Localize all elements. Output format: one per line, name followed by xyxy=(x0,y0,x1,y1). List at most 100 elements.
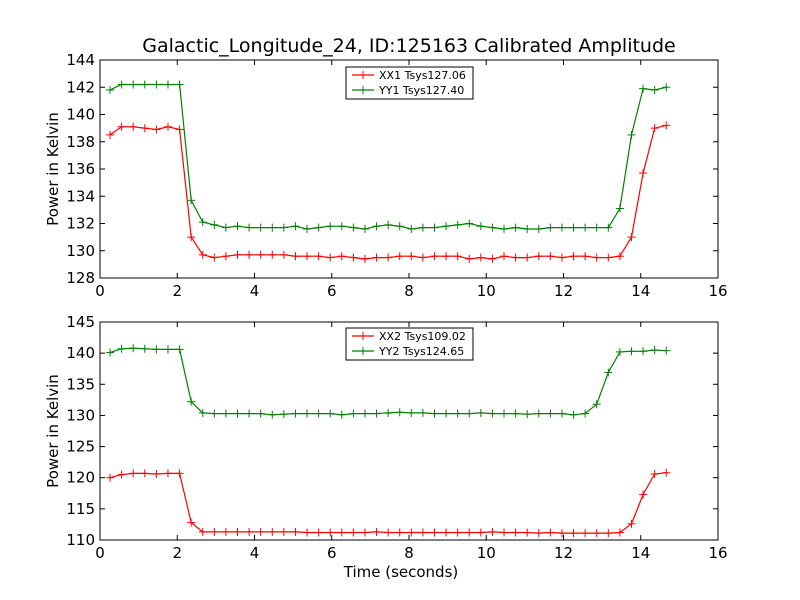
bottom-series-2-point xyxy=(430,409,439,418)
top-series-2-point xyxy=(175,80,184,89)
top-series-1-point xyxy=(198,250,207,259)
top-series-1-point xyxy=(221,252,230,261)
bottom-series-1-point xyxy=(465,528,474,537)
top-series-2-point xyxy=(511,223,520,232)
top-x-tick-label: 2 xyxy=(172,282,182,300)
bottom-series-1-point xyxy=(349,528,358,537)
top-series-2-point xyxy=(117,80,126,89)
bottom-series-1-point xyxy=(581,529,590,538)
top-series-2-point xyxy=(488,223,497,232)
bottom-y-tick-label: 145 xyxy=(66,313,95,331)
top-y-tick-label: 138 xyxy=(66,133,95,151)
bottom-series-1-point xyxy=(476,528,485,537)
bottom-series-2-point xyxy=(198,408,207,417)
bottom-series-1-point xyxy=(557,529,566,538)
top-series-1-point xyxy=(500,252,509,261)
top-series-2-point xyxy=(569,223,578,232)
bottom-x-tick-label: 10 xyxy=(477,544,496,562)
top-series-1-point xyxy=(546,252,555,261)
top-series-1-point xyxy=(476,253,485,262)
bottom-series-1-point xyxy=(337,528,346,537)
top-series-2-point xyxy=(279,223,288,232)
bottom-series-2-point xyxy=(395,408,404,417)
top-series-2-point xyxy=(210,220,219,229)
bottom-series-2-point xyxy=(453,409,462,418)
top-series-2-point xyxy=(349,223,358,232)
bottom-series-1-point xyxy=(569,529,578,538)
top-series-2-point xyxy=(604,223,613,232)
top-x-tick-label: 8 xyxy=(404,282,414,300)
bottom-series-1-point xyxy=(627,519,636,528)
bottom-series-2-point xyxy=(233,409,242,418)
bottom-x-tick-label: 12 xyxy=(554,544,573,562)
top-series-2-point xyxy=(129,80,138,89)
bottom-series-1-point xyxy=(650,469,659,478)
bottom-series-2-point xyxy=(511,409,520,418)
bottom-series-2-point xyxy=(604,368,613,377)
top-series-2-point xyxy=(337,222,346,231)
top-legend-label-2: YY1 Tsys127.40 xyxy=(378,84,464,97)
bottom-series-2-point xyxy=(210,409,219,418)
top-series-2-point xyxy=(233,222,242,231)
bottom-x-tick-label: 6 xyxy=(327,544,337,562)
top-series-1-point xyxy=(279,250,288,259)
top-series-2-point xyxy=(187,196,196,205)
top-series-2-point xyxy=(256,223,265,232)
top-series-2-point xyxy=(163,80,172,89)
top-series-2-point xyxy=(106,85,115,94)
top-series-1-point xyxy=(337,252,346,261)
top-series-1-point xyxy=(384,253,393,262)
top-series-2-point xyxy=(152,80,161,89)
bottom-legend: XX2 Tsys109.02 YY2 Tsys124.65 xyxy=(345,327,474,361)
bottom-series-2-point xyxy=(546,409,555,418)
bottom-series-1-point xyxy=(163,469,172,478)
bottom-series-2-point xyxy=(500,409,509,418)
bottom-x-axis-label: Time (seconds) xyxy=(343,563,459,581)
bottom-series-1-point xyxy=(546,528,555,537)
top-y-tick-label: 132 xyxy=(66,215,95,233)
top-series-1-point xyxy=(615,252,624,261)
top-series-2-point xyxy=(546,223,555,232)
top-series-1-point xyxy=(418,253,427,262)
top-series-2-point xyxy=(198,218,207,227)
top-y-tick-label: 134 xyxy=(66,187,95,205)
top-series-2-point xyxy=(384,220,393,229)
top-y-tick-label: 144 xyxy=(66,51,95,69)
bottom-series-1-point xyxy=(198,527,207,536)
bottom-series-1-point xyxy=(662,468,671,477)
bottom-series-1-point xyxy=(314,528,323,537)
top-legend: XX1 Tsys127.06 YY1 Tsys127.40 xyxy=(345,66,474,100)
bottom-series-2-point xyxy=(279,410,288,419)
bottom-y-tick-label: 120 xyxy=(66,469,95,487)
top-series-2-point xyxy=(291,222,300,231)
top-y-tick-label: 142 xyxy=(66,78,95,96)
top-series-1-point xyxy=(163,122,172,131)
bottom-series-2-point xyxy=(221,409,230,418)
top-series-1-point xyxy=(662,121,671,130)
bottom-series-2-point xyxy=(303,409,312,418)
top-series-1-point xyxy=(187,233,196,242)
top-series-2-point xyxy=(372,222,381,231)
bottom-series-2-point xyxy=(557,409,566,418)
bottom-series-1-point xyxy=(511,528,520,537)
bottom-series-2-point xyxy=(106,348,115,357)
bottom-series-1-point xyxy=(523,528,532,537)
bottom-series-1-point xyxy=(268,527,277,536)
top-x-tick-label: 16 xyxy=(708,282,727,300)
top-series-1-point xyxy=(245,250,254,259)
top-series-1-point xyxy=(291,252,300,261)
bottom-series-1-point xyxy=(442,528,451,537)
bottom-series-1-point xyxy=(117,470,126,479)
bottom-series-1-point xyxy=(430,528,439,537)
bottom-x-tick-label: 16 xyxy=(708,544,727,562)
top-series-1-point xyxy=(129,122,138,131)
bottom-series-1-point xyxy=(592,529,601,538)
bottom-series-2-point xyxy=(268,410,277,419)
bottom-series-2-point xyxy=(326,409,335,418)
top-y-tick-label: 136 xyxy=(66,160,95,178)
top-series-2-point xyxy=(360,224,369,233)
bottom-series-1-point xyxy=(256,527,265,536)
top-series-2-point xyxy=(245,223,254,232)
top-legend-label-1: XX1 Tsys127.06 xyxy=(379,69,466,82)
